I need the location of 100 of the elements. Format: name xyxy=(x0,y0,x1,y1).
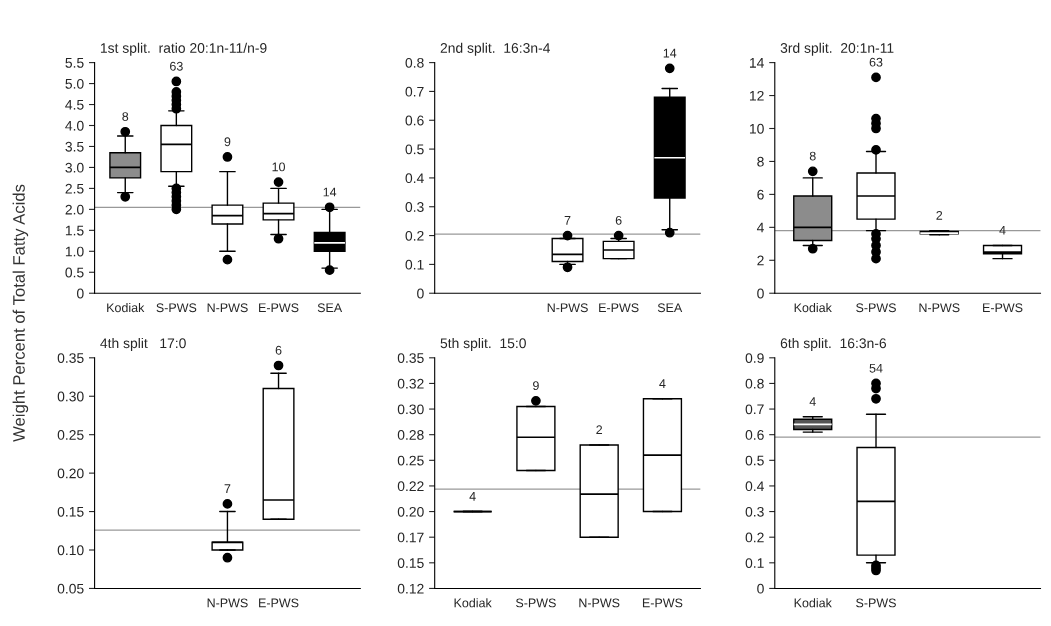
annotation: 7 xyxy=(224,484,231,493)
x-tick-label: S-PWS xyxy=(156,303,197,313)
text: 14 xyxy=(663,48,677,58)
y-tick-label: 0.4 xyxy=(745,481,764,492)
y-tick-label: 0.5 xyxy=(745,455,764,466)
y-tick-label: 0.4 xyxy=(405,173,424,184)
chart-title: 5th split. 15:0 xyxy=(440,337,526,351)
y-tick-label: 4 xyxy=(756,222,764,233)
y-tick-label: 3.0 xyxy=(65,162,84,173)
chart-title: 1st split. ratio 20:1n-11/n-9 xyxy=(100,42,267,56)
x-tick-label: N-PWS xyxy=(207,598,248,608)
y-tick-label: 0 xyxy=(757,583,764,594)
y-tick-label: 0.2 xyxy=(745,532,764,543)
y-tick-label: 0.2 xyxy=(405,230,424,241)
y-tick-label: 0 xyxy=(757,288,764,299)
y-tick-label: 4.5 xyxy=(65,100,84,110)
y-tick-label: 0.1 xyxy=(405,259,424,270)
y-tick-label: 0.8 xyxy=(745,378,764,389)
y-tick-label: 10 xyxy=(749,123,764,134)
y-tick-label: 2.5 xyxy=(65,183,84,194)
y-tick-label: 0.32 xyxy=(397,378,424,389)
x-tick-label: Kodiak xyxy=(794,598,832,608)
x-tick-label: SEA xyxy=(657,303,683,313)
chart-title: 2nd split. 16:3n-4 xyxy=(440,42,551,56)
y-tick-label: 0.7 xyxy=(405,86,424,97)
annotation: 4 xyxy=(999,225,1006,235)
y-tick-label: 0.17 xyxy=(397,532,424,543)
y-tick-label: 0.35 xyxy=(397,353,424,363)
y-tick-label: 6 xyxy=(757,189,764,200)
y-tick-label: 0.30 xyxy=(397,404,424,415)
annotation: 2 xyxy=(596,425,603,435)
y-tick-label: 0.20 xyxy=(397,506,424,517)
chart-title: 3rd split. 20:1n-11 xyxy=(780,42,894,56)
y-tick-label: 0 xyxy=(76,288,84,299)
y-tick-label: 0.8 xyxy=(405,57,424,68)
y-tick-label: 5.0 xyxy=(65,78,84,89)
y-tick-label: 0.6 xyxy=(405,115,424,126)
y-tick-label: 0 xyxy=(417,288,424,299)
y-tick-label: 0.12 xyxy=(397,583,424,594)
y-tick-label: 0.9 xyxy=(745,353,764,363)
annotation: 14 xyxy=(323,187,337,197)
x-tick-label: N-PWS xyxy=(207,303,248,313)
y-tick-label: 1.5 xyxy=(65,225,84,236)
annotation: 4 xyxy=(809,397,816,406)
annotation: 9 xyxy=(533,381,539,391)
x-tick-label: E-PWS xyxy=(259,598,299,608)
y-tick-label: 0.6 xyxy=(745,430,764,440)
x-tick-label: S-PWS xyxy=(856,303,896,313)
text: 6 xyxy=(275,345,282,355)
y-tick-label: 0.35 xyxy=(57,353,84,363)
y-tick-label: 0.3 xyxy=(405,202,424,212)
annotation: 4 xyxy=(659,379,666,388)
y-tick-label: 0.25 xyxy=(57,430,84,440)
y-tick-label: 2.0 xyxy=(65,204,84,215)
y-tick-label: 0.5 xyxy=(65,267,84,278)
x-tick-label: S-PWS xyxy=(515,598,556,608)
chart-title: 6th split. 16:3n-6 xyxy=(780,337,887,351)
y-tick-label: 0.10 xyxy=(57,545,84,556)
y-tick-label: 0.1 xyxy=(745,558,764,568)
y-tick-label: 4.0 xyxy=(65,120,84,131)
y-tick-label: 12 xyxy=(749,90,764,101)
y-tick-label: 0.15 xyxy=(397,558,424,568)
y-tick-label: 0.05 xyxy=(57,583,84,594)
y-tick-label: 14 xyxy=(749,58,764,68)
y-tick-label: 0.20 xyxy=(57,468,84,479)
annotation: 2 xyxy=(936,210,943,220)
annotation: 9 xyxy=(224,137,231,147)
y-tick-label: 1.0 xyxy=(65,246,84,257)
x-tick-label: Kodiak xyxy=(794,302,832,313)
x-tick-label: E-PWS xyxy=(259,303,299,313)
y-axis-title: Weight Percent of Total Fatty Acids xyxy=(12,184,29,442)
chart-title: 4th split 17:0 xyxy=(100,337,186,351)
y-tick-label: 3.5 xyxy=(65,141,84,152)
x-tick-label: N-PWS xyxy=(579,598,620,608)
y-tick-label: 0.7 xyxy=(745,404,764,415)
x-tick-label: E-PWS xyxy=(599,303,639,313)
y-tick-label: 5.5 xyxy=(65,58,84,68)
x-tick-label: S-PWS xyxy=(856,598,896,608)
annotation: 7 xyxy=(564,216,571,225)
y-tick-label: 0.15 xyxy=(57,506,84,517)
annotation: 6 xyxy=(615,215,622,225)
y-tick-label: 0.3 xyxy=(745,506,764,517)
annotation: 63 xyxy=(869,57,883,67)
annotation: 8 xyxy=(122,112,129,121)
annotation: 54 xyxy=(869,363,883,373)
x-tick-label: Kodiak xyxy=(107,302,145,313)
annotation: 4 xyxy=(469,492,476,501)
x-tick-label: N-PWS xyxy=(547,303,588,313)
y-tick-label: 2 xyxy=(757,255,764,266)
annotation: 8 xyxy=(809,151,816,161)
y-tick-label: 0.30 xyxy=(57,391,84,402)
y-tick-label: 0.25 xyxy=(397,455,424,466)
y-tick-label: 8 xyxy=(757,156,764,167)
x-tick-label: E-PWS xyxy=(983,303,1023,313)
x-tick-label: SEA xyxy=(317,303,343,313)
x-tick-label: Kodiak xyxy=(454,598,492,608)
y-tick-label: 0.5 xyxy=(405,144,424,155)
x-tick-label: E-PWS xyxy=(642,598,683,608)
annotation: 10 xyxy=(272,162,285,172)
y-tick-label: 0.22 xyxy=(397,481,424,492)
